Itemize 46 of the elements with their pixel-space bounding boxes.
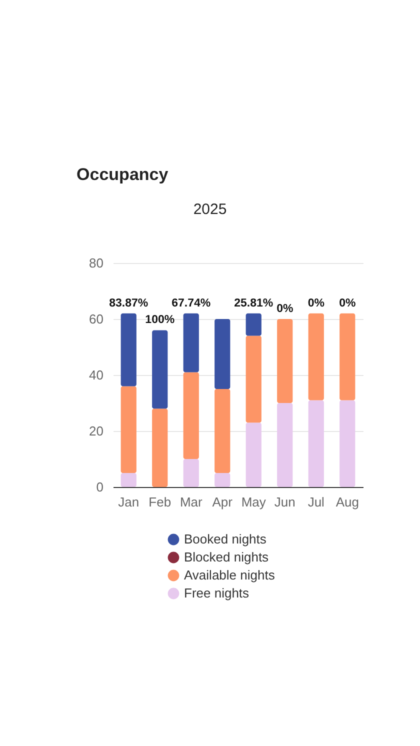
annotation: 0% [308,297,324,310]
legend-label: Available nights [184,568,276,582]
annotation: 83.87% [109,297,148,310]
y-tick-label: 20 [89,424,104,438]
bar [246,422,262,487]
legend-label: Booked nights [184,532,267,546]
annotation: 100% [145,314,175,326]
bar [120,473,136,487]
annotation: 0% [339,297,356,310]
x-tick-label: Apr [212,494,234,510]
bar [183,372,199,459]
x-tick-label: Feb [148,494,172,510]
bar [308,313,324,400]
legend-label: Free nights [184,586,250,600]
x-tick-label: Mar [180,494,203,510]
bar [277,403,293,487]
y-tick-label: 80 [89,256,104,270]
chart-title: Occupancy [76,165,169,184]
bar [340,400,356,487]
annotation: 67.74% [172,297,211,310]
y-tick-label: 0 [96,480,104,494]
bar [246,336,262,423]
legend-label: Blocked nights [184,550,270,564]
bar [183,459,199,487]
y-tick-label: 40 [89,368,104,382]
bar [277,319,293,403]
annotation: 25.81% [234,297,274,310]
x-tick-label: Jun [274,494,296,510]
bar [152,408,168,487]
bar [308,400,324,487]
bar [246,313,262,336]
bar [214,473,230,487]
x-tick-label: Jan [118,494,140,510]
chart-subtitle: 2025 [193,201,227,218]
bar [152,330,168,409]
x-tick-label: Jul [308,494,325,510]
y-tick-label: 60 [89,312,104,326]
bar [214,319,230,389]
bar [120,313,136,386]
x-tick-label: May [241,494,266,510]
bar [120,386,136,473]
bar [183,313,199,372]
annotation: 0% [276,303,294,315]
x-tick-label: Aug [336,494,359,510]
bar [340,313,356,400]
bar [214,389,230,473]
